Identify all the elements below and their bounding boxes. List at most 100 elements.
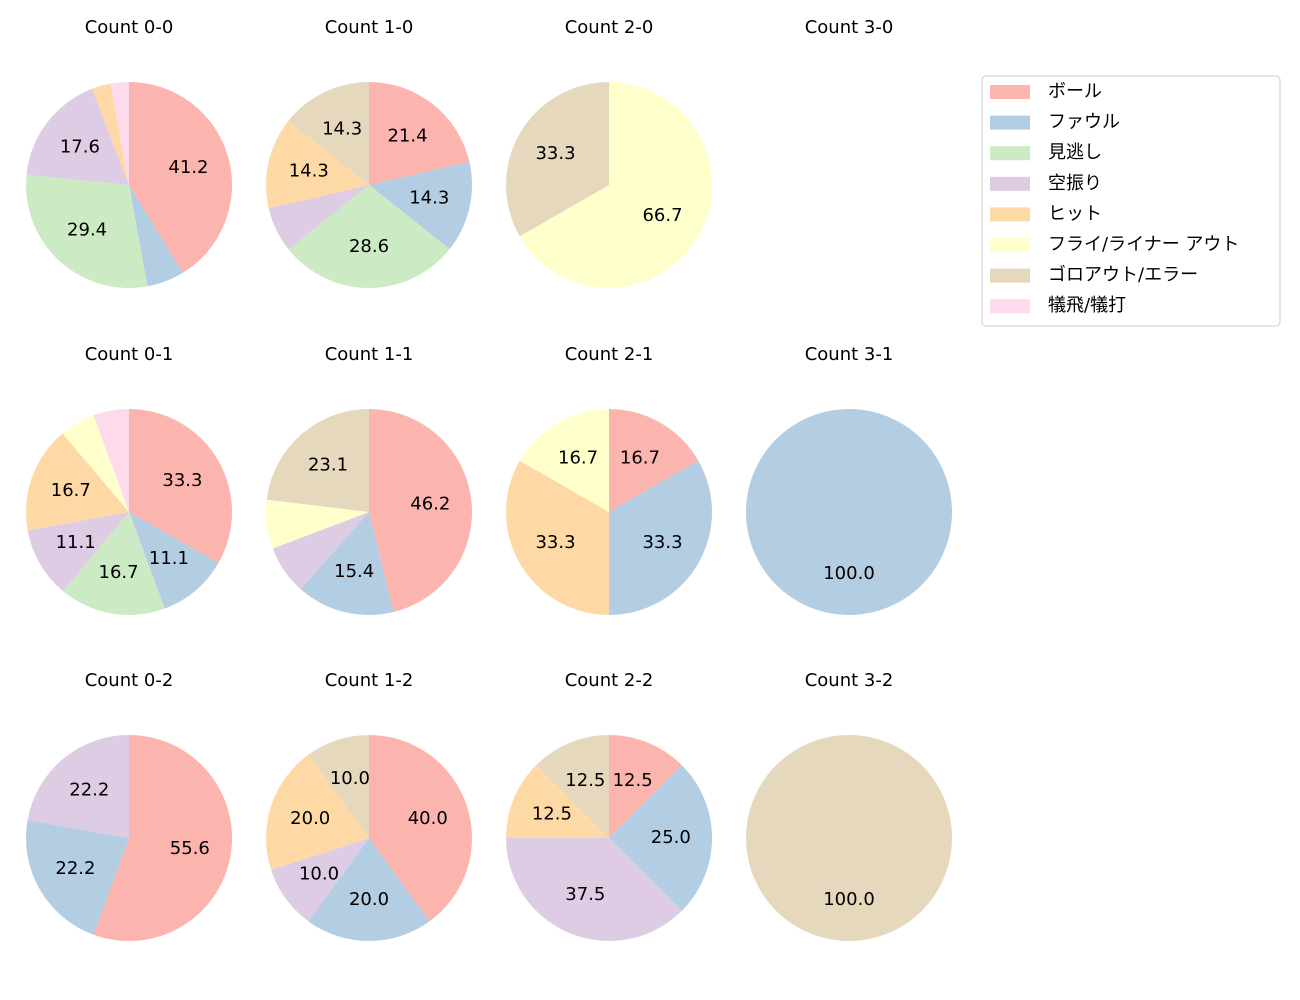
- slice-label: 16.7: [558, 448, 598, 469]
- slice-label: 23.1: [308, 455, 348, 476]
- slice-label: 16.7: [51, 480, 91, 501]
- slice-label: 11.1: [56, 532, 96, 553]
- pie-slice: [271, 838, 369, 922]
- legend-swatch: [990, 176, 1030, 191]
- pie-title: Count 2-0: [565, 17, 654, 38]
- pie-slice: [27, 512, 129, 592]
- pie-slice: [110, 82, 129, 185]
- pie-slice: [369, 161, 473, 250]
- slice-label: 11.1: [149, 548, 189, 569]
- pie-slice: [26, 819, 129, 935]
- legend-swatch: [990, 238, 1030, 252]
- slice-label: 46.2: [410, 494, 450, 515]
- pie-slice: [266, 499, 369, 549]
- slice-label: 12.5: [565, 770, 605, 791]
- pie-slice: [93, 409, 129, 512]
- slice-label: 28.6: [349, 236, 389, 257]
- slice-label: 10.0: [299, 863, 339, 884]
- pie-slice: [609, 460, 712, 615]
- pie-slice: [62, 415, 129, 512]
- slice-label: 16.7: [620, 448, 660, 469]
- legend-label: ヒット: [1048, 203, 1102, 224]
- pie-slice: [369, 409, 473, 613]
- pie-title: Count 1-0: [325, 17, 414, 38]
- pie-slice: [27, 735, 129, 838]
- slice-label: 20.0: [349, 889, 389, 910]
- legend-swatch: [990, 146, 1030, 161]
- legend-label: フライ/ライナー アウト: [1048, 234, 1239, 255]
- slice-label: 40.0: [408, 808, 448, 829]
- pie-slice: [536, 735, 609, 838]
- pie-title: Count 0-1: [85, 344, 174, 365]
- pie-slice: [506, 82, 609, 237]
- slice-label: 37.5: [565, 884, 605, 905]
- pie-slice: [26, 88, 129, 185]
- pie-title: Count 3-2: [805, 670, 894, 691]
- pie-title: Count 0-0: [85, 17, 174, 38]
- pie-slice: [129, 82, 232, 273]
- slice-label: 14.3: [322, 118, 362, 139]
- slice-label: 33.3: [535, 532, 575, 553]
- pie-slice: [92, 83, 129, 185]
- slice-label: 55.6: [170, 838, 210, 859]
- pie-slice: [266, 409, 369, 512]
- pie-slice: [609, 409, 699, 512]
- legend-label: ファウル: [1048, 112, 1120, 133]
- legend-swatch: [990, 115, 1030, 130]
- pie-title: Count 2-1: [565, 344, 654, 365]
- pie-slice: [505, 460, 609, 615]
- pie-slice: [265, 120, 369, 209]
- pie-slice: [308, 735, 369, 838]
- slice-label: 33.3: [162, 470, 202, 491]
- pie-slice: [506, 838, 682, 941]
- slice-label: 14.3: [409, 188, 449, 209]
- slice-label: 25.0: [651, 827, 691, 848]
- slice-label: 22.2: [55, 858, 95, 879]
- pie-title: Count 1-1: [325, 344, 414, 365]
- pie-slice: [288, 82, 369, 185]
- slice-label: 14.3: [289, 160, 329, 181]
- pie-slice: [506, 765, 609, 838]
- pie-slice: [519, 409, 609, 512]
- pie-slice: [268, 185, 369, 250]
- slice-label: 20.0: [290, 808, 330, 829]
- slice-label: 100.0: [823, 889, 875, 910]
- pie-title: Count 3-1: [805, 344, 894, 365]
- pie-slice: [93, 735, 233, 941]
- pie-title: Count 3-0: [805, 17, 894, 38]
- legend-swatch: [990, 207, 1030, 222]
- slice-label: 33.3: [642, 532, 682, 553]
- pie-slice: [266, 754, 369, 870]
- slice-label: 22.2: [69, 780, 109, 801]
- slice-label: 33.3: [535, 143, 575, 164]
- pie-slice: [369, 82, 470, 185]
- legend-swatch: [990, 299, 1030, 314]
- slice-label: 15.4: [334, 561, 374, 582]
- slice-label: 100.0: [823, 563, 875, 584]
- pie-title: Count 0-2: [85, 670, 174, 691]
- pie-slice: [746, 735, 952, 941]
- slice-label: 16.7: [99, 562, 139, 583]
- slice-label: 41.2: [168, 157, 208, 178]
- slice-label: 17.6: [60, 136, 100, 157]
- legend-label: 犠飛/犠打: [1048, 295, 1126, 316]
- slice-label: 12.5: [613, 770, 653, 791]
- pie-slice: [369, 735, 473, 922]
- pie-title: Count 1-2: [325, 670, 414, 691]
- pie-slice: [129, 185, 183, 287]
- legend-swatch: [990, 268, 1030, 283]
- slice-label: 12.5: [532, 803, 572, 824]
- pie-slice: [288, 185, 450, 288]
- legend-box: [981, 75, 1281, 327]
- legend-label: ボール: [1048, 81, 1102, 102]
- pie-slice: [609, 765, 712, 911]
- pie-slice: [519, 82, 712, 288]
- pie-slice: [609, 735, 682, 838]
- pie-slice: [308, 838, 430, 941]
- pie-slice: [26, 174, 148, 288]
- legend-label: ゴロアウト/エラー: [1048, 265, 1198, 286]
- legend-swatch: [990, 85, 1030, 99]
- pie-slice: [746, 409, 952, 615]
- pie-slice: [63, 512, 165, 615]
